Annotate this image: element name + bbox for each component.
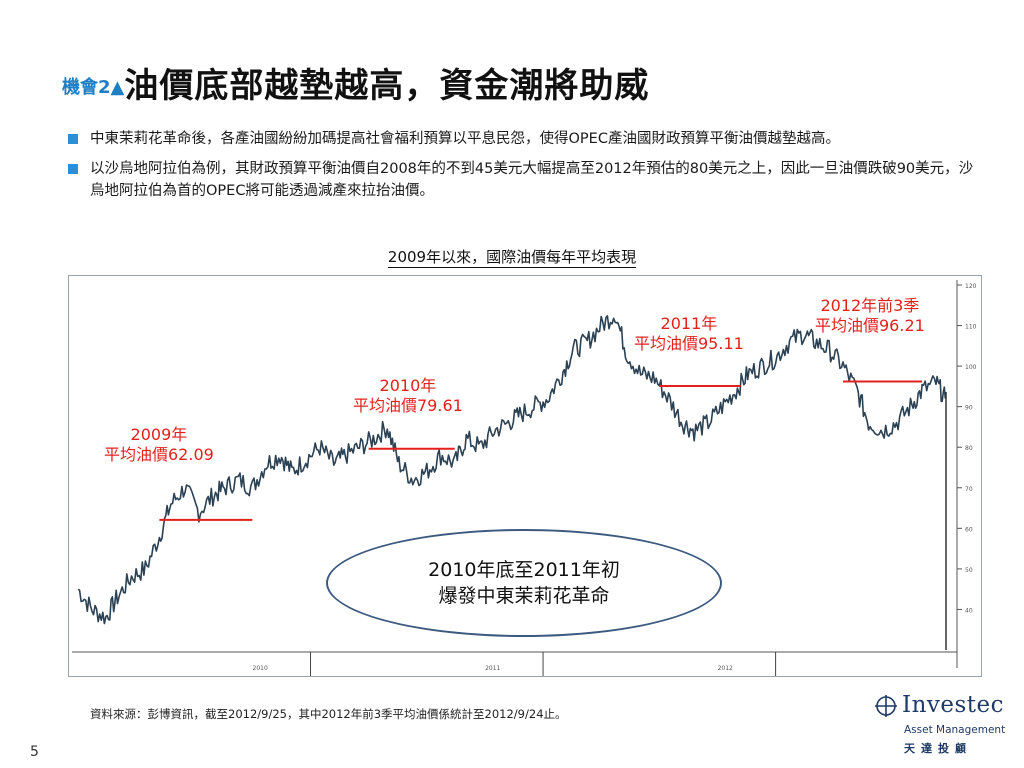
investec-zebra-icon <box>875 695 897 717</box>
avg-label-2009: 2009年 平均油價62.09 <box>104 425 214 465</box>
y-tick-label: 80 <box>965 445 973 452</box>
source-note: 資料來源：彭博資訊，截至2012/9/25，其中2012年前3季平均油價係統計至… <box>90 707 567 721</box>
callout-ellipse <box>326 529 722 637</box>
logo-wordmark: Investec <box>902 692 1005 718</box>
avg-label-value: 平均油價96.21 <box>815 316 925 335</box>
title-prefix: 機會2▲ <box>62 77 125 98</box>
y-tick-label: 120 <box>965 283 977 290</box>
avg-label-2010: 2010年 平均油價79.61 <box>353 376 463 416</box>
avg-label-year: 2012年前3季 <box>820 296 920 315</box>
investec-logo: Investec Asset Management 天達投顧 <box>866 690 1016 762</box>
chart-title: 2009年以來，國際油價每年平均表現 <box>0 246 1024 268</box>
bullet-item: 以沙烏地阿拉伯為例，其財政預算平衡油價自2008年的不到45美元大幅提高至201… <box>64 158 974 202</box>
logo-chinese-name: 天達投顧 <box>904 742 972 755</box>
bullet-text: 中東茉莉花革命後，各產油國紛紛加碼提高社會福利預算以平息民怨，使得OPEC產油國… <box>90 131 840 147</box>
y-tick-label: 100 <box>965 364 977 371</box>
avg-label-value: 平均油價95.11 <box>634 334 744 353</box>
x-tick-label: 2011 <box>485 665 500 672</box>
page-number: 5 <box>30 744 39 760</box>
bullet-item: 中東茉莉花革命後，各產油國紛紛加碼提高社會福利預算以平息民怨，使得OPEC產油國… <box>64 128 974 150</box>
x-tick-label: 2012 <box>718 665 733 672</box>
bullet-square-icon <box>68 134 78 144</box>
y-tick-label: 40 <box>965 607 973 614</box>
avg-label-2012: 2012年前3季 平均油價96.21 <box>815 296 925 336</box>
x-tick-label: 2010 <box>253 665 268 672</box>
avg-label-year: 2009年 <box>130 425 188 444</box>
chart-title-text: 2009年以來，國際油價每年平均表現 <box>387 248 637 268</box>
callout-line-1: 2010年底至2011年初 <box>428 559 620 581</box>
callout-line-2: 爆發中東茉莉花革命 <box>438 585 610 607</box>
price-series-line <box>77 315 947 625</box>
y-tick-label: 110 <box>965 324 977 331</box>
bullet-text: 以沙烏地阿拉伯為例，其財政預算平衡油價自2008年的不到45美元大幅提高至201… <box>90 161 974 199</box>
bullet-list: 中東茉莉花革命後，各產油國紛紛加碼提高社會福利預算以平息民怨，使得OPEC產油國… <box>64 128 974 210</box>
avg-label-value: 平均油價79.61 <box>353 396 463 415</box>
y-tick-label: 90 <box>965 405 973 412</box>
avg-label-year: 2010年 <box>379 376 437 395</box>
slide-title: 機會2▲油價底部越墊越高，資金潮將助威 <box>62 58 649 107</box>
bullet-square-icon <box>68 164 78 174</box>
callout-text: 2010年底至2011年初 爆發中東茉莉花革命 <box>326 529 722 637</box>
y-tick-label: 70 <box>965 486 973 493</box>
avg-label-value: 平均油價62.09 <box>104 445 214 464</box>
y-tick-label: 50 <box>965 567 973 574</box>
title-main: 油價底部越墊越高，資金潮將助威 <box>124 66 650 106</box>
logo-subtitle: Asset Management <box>904 724 1006 736</box>
avg-label-2011: 2011年 平均油價95.11 <box>634 314 744 354</box>
avg-label-year: 2011年 <box>660 314 718 333</box>
y-tick-label: 60 <box>965 526 973 533</box>
